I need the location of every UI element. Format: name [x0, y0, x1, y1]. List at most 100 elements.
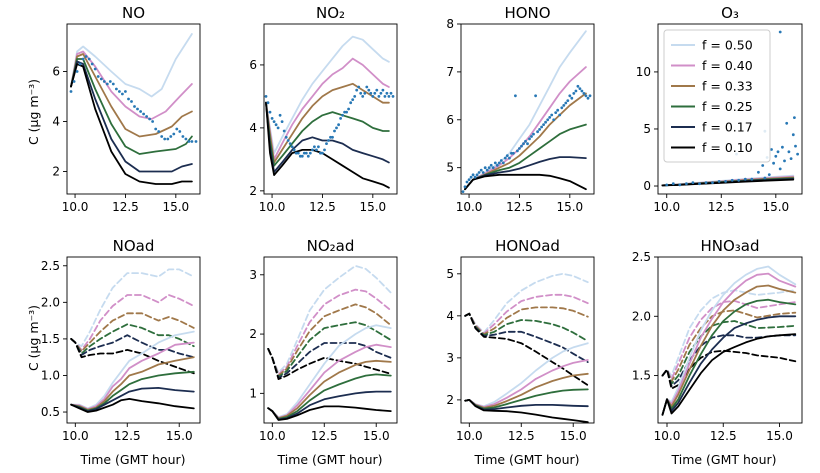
observation-point [111, 82, 115, 86]
observation-point [353, 95, 357, 98]
y-axis-label-bottom: C (μg m⁻³) [26, 305, 41, 371]
observation-point [157, 130, 161, 133]
observation-point [574, 89, 578, 93]
series-line-2 [661, 300, 797, 380]
y-tick-label: 4 [249, 121, 257, 135]
observation-point [329, 135, 332, 139]
x-tick-label: 15.0 [556, 200, 583, 214]
panel-title: O₃ [721, 4, 739, 22]
x-tick-label: 10.0 [456, 429, 483, 443]
observation-point [365, 85, 369, 89]
y-tick-label: 2.5 [632, 250, 651, 264]
observation-point [550, 113, 554, 117]
observation-point [724, 180, 727, 183]
series-line-7 [661, 265, 797, 416]
series-line-4 [70, 58, 193, 155]
observation-point [282, 129, 286, 133]
x-tick-label: 12.5 [112, 200, 139, 214]
x-axis-label-1: Time (GMT hour) [79, 452, 185, 467]
series-line-8 [661, 272, 797, 416]
observation-point [544, 120, 547, 124]
panel-title: NO [122, 4, 145, 22]
panel-title: HNO₃ad [700, 237, 759, 255]
observation-point [121, 92, 124, 96]
observation-point [292, 148, 296, 152]
observation-point [763, 176, 767, 180]
observation-point [264, 95, 268, 98]
x-tick-label: 15.0 [166, 429, 193, 443]
series-line-5 [70, 334, 195, 359]
observation-point [308, 151, 312, 155]
y-tick-label: 4 [52, 115, 60, 129]
observation-point [512, 151, 515, 155]
series-line-6 [661, 349, 797, 390]
observation-point [175, 127, 179, 131]
y-tick-label: 7 [446, 65, 454, 79]
observation-point [463, 185, 467, 189]
observation-point [473, 175, 477, 179]
observation-point [385, 91, 389, 95]
observation-point [87, 57, 91, 61]
observation-point [272, 120, 276, 123]
y-tick-label: 4 [446, 309, 454, 323]
series-line-1 [464, 272, 589, 334]
observation-point [576, 84, 580, 88]
x-tick-label: 15.0 [762, 200, 789, 214]
observation-point [290, 145, 294, 149]
observation-point [510, 151, 513, 155]
plot-area [464, 272, 589, 423]
legend-box [663, 29, 771, 163]
y-tick-label: 0.5 [41, 405, 60, 419]
x-tick-label: 15.0 [560, 429, 587, 443]
observation-point [339, 117, 342, 120]
observation-point [791, 133, 795, 137]
observation-point [548, 116, 552, 119]
series-line-3 [267, 303, 392, 377]
series-line-6 [70, 63, 193, 185]
plot-area [264, 35, 395, 189]
x-tick-label: 12.5 [114, 429, 141, 443]
y-tick-label: 6 [249, 58, 257, 72]
observation-point [333, 129, 336, 133]
observation-point [321, 151, 324, 155]
observation-point [90, 62, 94, 66]
series-line-8 [464, 359, 589, 408]
series-line-9 [661, 284, 797, 416]
series-line-1 [70, 268, 195, 348]
legend-label: f = 0.17 [702, 120, 753, 135]
observation-point [491, 166, 495, 170]
observation-point [566, 99, 570, 102]
panel-6: 10.0 12.5 15.0 1 2 3 NO₂ad [249, 237, 398, 443]
observation-point [469, 175, 473, 179]
observation-point [391, 95, 395, 98]
observation-point [552, 118, 556, 122]
x-tick-label: 12.5 [710, 429, 737, 443]
x-tick-label: 12.5 [506, 200, 533, 214]
series-line-3 [70, 53, 193, 138]
x-tick-label: 15.0 [162, 200, 189, 214]
observation-point [542, 123, 545, 126]
panel-1: 10.0 12.5 15.0 2 4 6 NO [52, 4, 201, 214]
observation-point [118, 90, 121, 93]
x-tick-label: 12.5 [311, 429, 338, 443]
series-line-4 [464, 312, 589, 342]
x-tick-label: 12.5 [708, 200, 735, 214]
observation-point [508, 156, 511, 160]
series-line-1 [661, 289, 797, 377]
x-tick-label: 15.0 [766, 429, 793, 443]
observation-point [286, 139, 290, 142]
observation-point [142, 112, 146, 116]
observation-point [181, 135, 185, 138]
observation-point [558, 113, 562, 117]
observation-point [325, 142, 328, 146]
series-line-7 [464, 342, 589, 408]
y-tick-label: 6 [446, 113, 454, 127]
observation-point [379, 91, 383, 95]
observation-point [572, 92, 576, 95]
legend-label: f = 0.33 [702, 79, 753, 94]
y-tick-label: 5 [446, 161, 454, 175]
legend: f = 0.50 f = 0.40 f = 0.33 f = 0.25 f = 0.17… [663, 29, 771, 163]
observation-point [317, 145, 320, 149]
axes-frame [657, 256, 803, 424]
